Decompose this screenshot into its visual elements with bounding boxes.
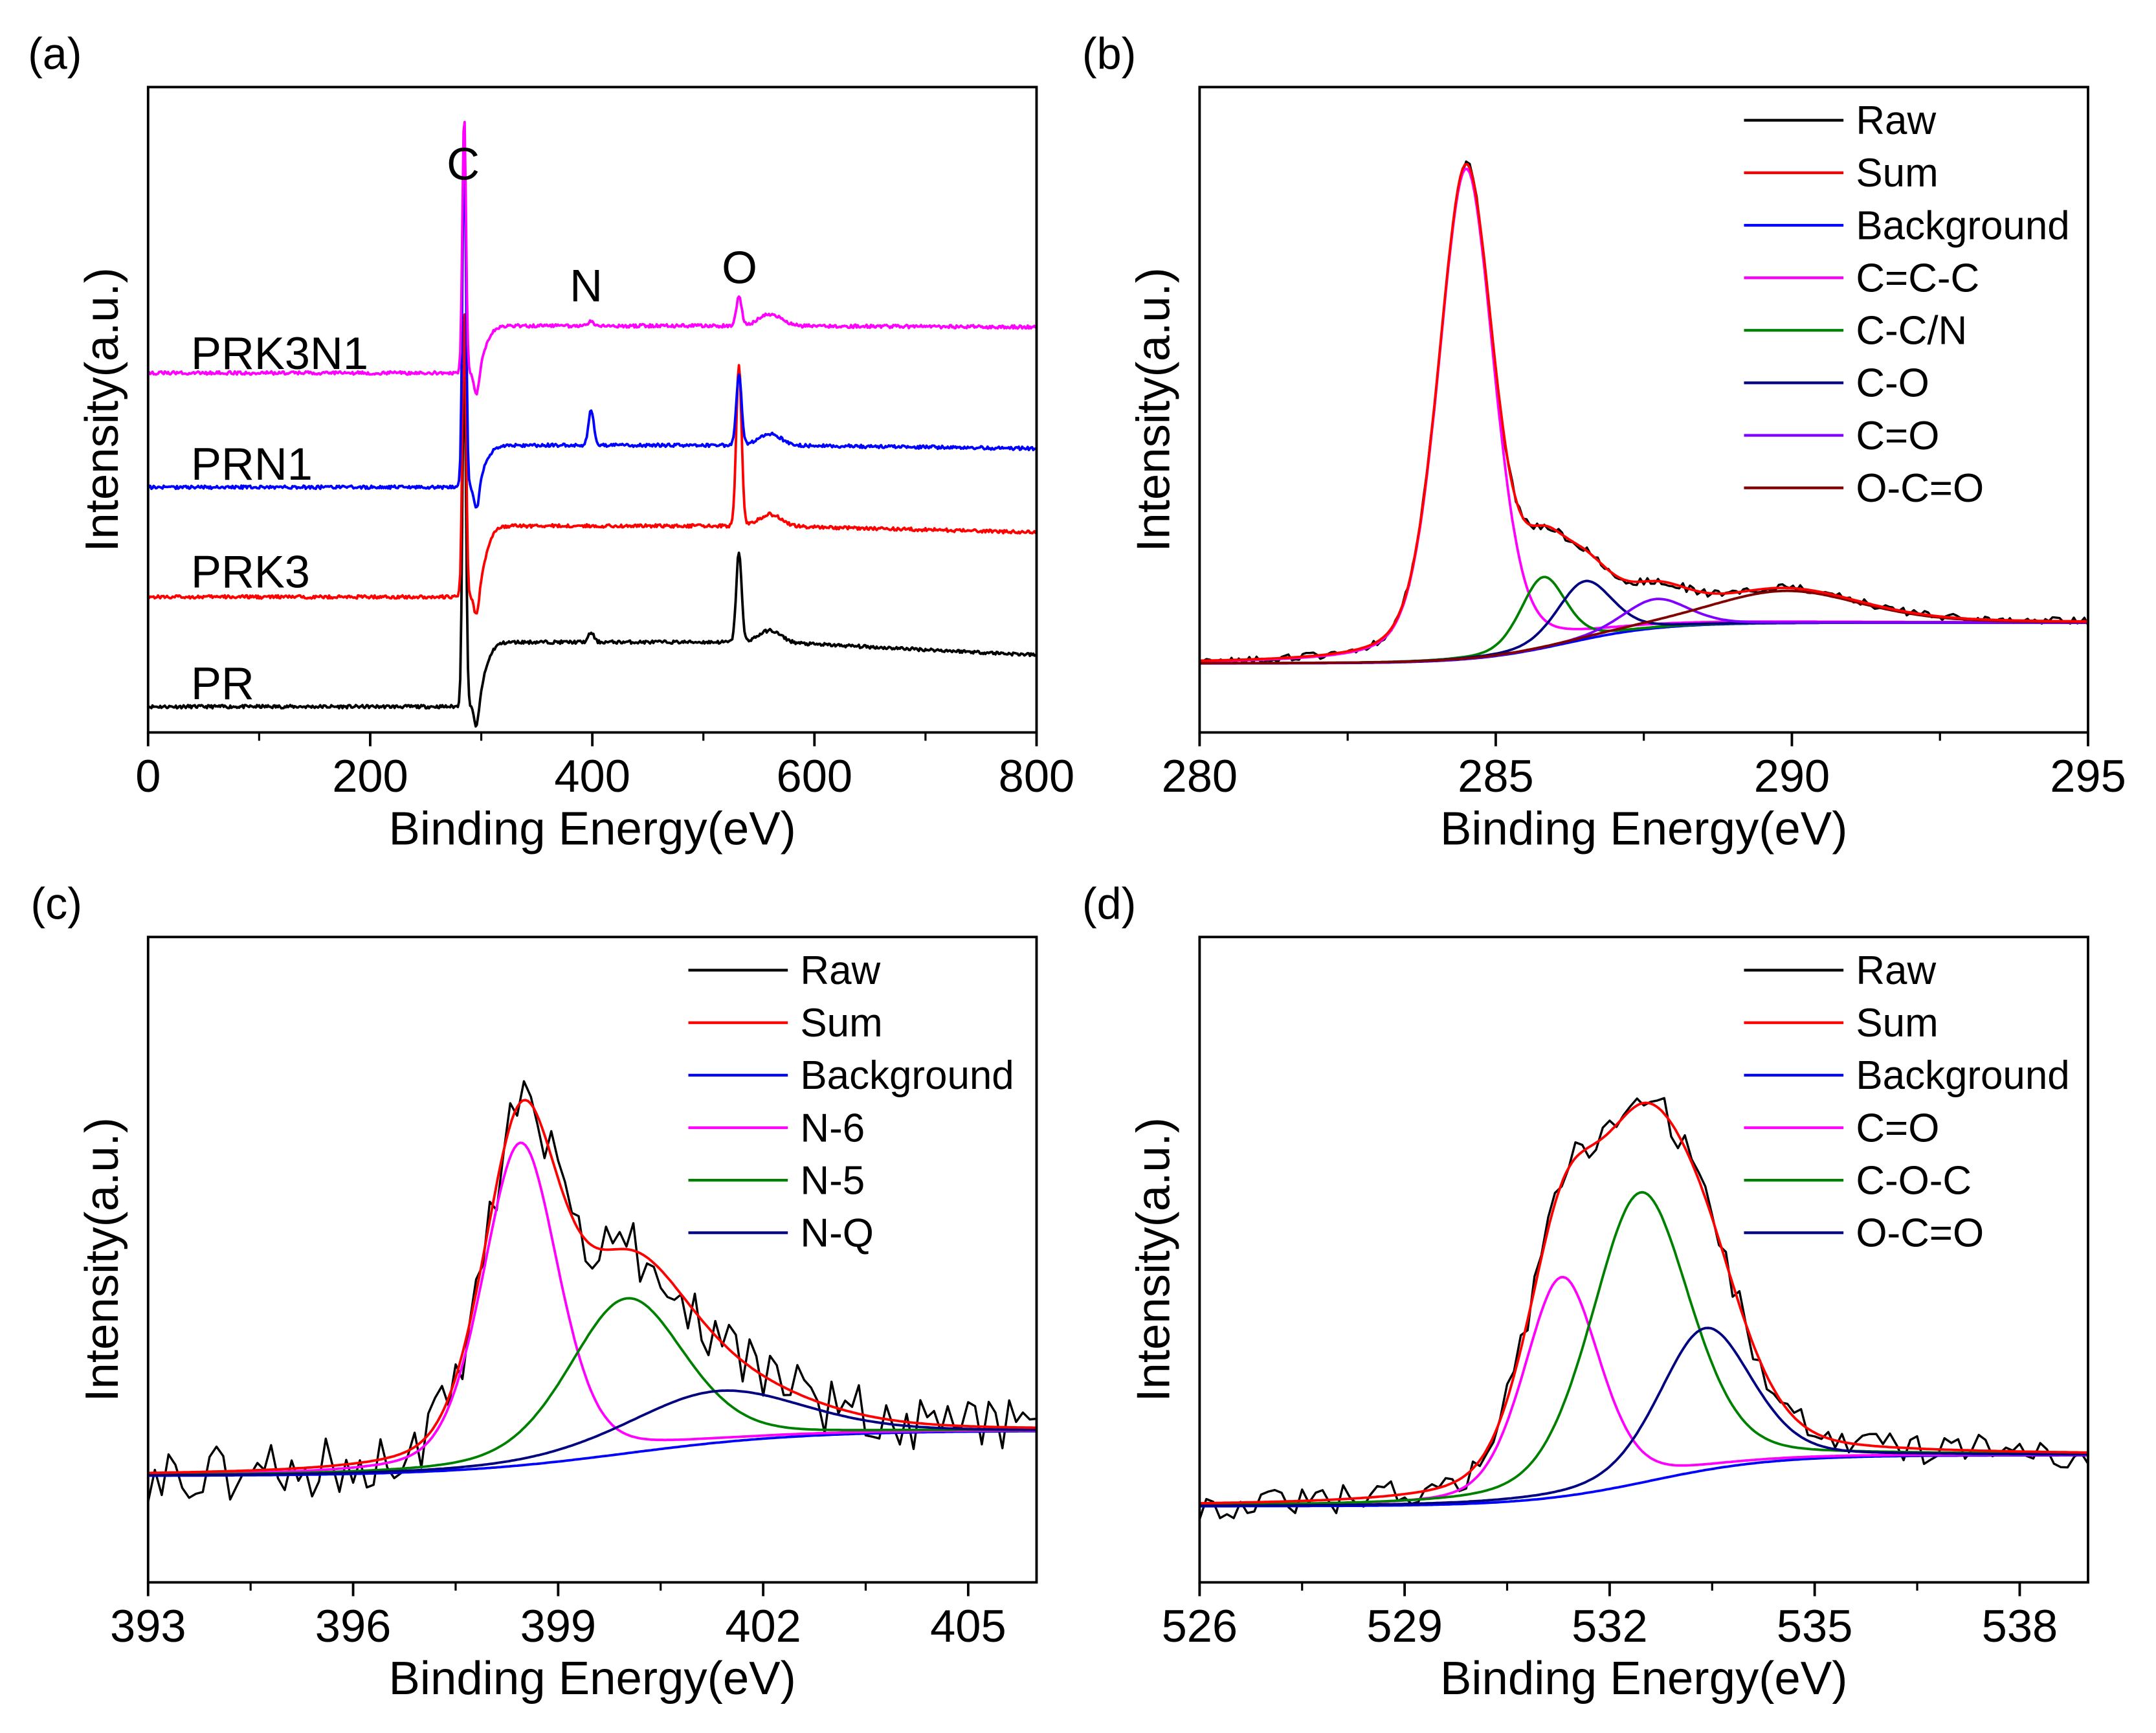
x-axis-label: Binding Energy(eV)	[1440, 802, 1847, 855]
legend-label: C-O-C	[1856, 1158, 1972, 1203]
legend-entry-raw: Raw	[1744, 98, 1936, 143]
series-line-sum	[1199, 1101, 2089, 1504]
panel-c: (c) Raw Sum Background N-6 N-5 N-Q 393 396 399 402…	[30, 880, 1038, 1705]
x-tick-label: 526	[1162, 1600, 1238, 1651]
series-line-prk3	[147, 313, 1038, 615]
legend-entry-o-c-o: O-C=O	[1744, 466, 1984, 511]
series-line-prn1	[146, 142, 1038, 509]
y-axis-label: Intensity(a.u.)	[1127, 267, 1179, 552]
legend-entry-sum: Sum	[1744, 1001, 1939, 1045]
series-label-prn1: PRN1	[191, 438, 313, 489]
legend-entry-o-c-o: O-C=O	[1744, 1211, 1984, 1256]
legend-entry-c-o: C=O	[1744, 1106, 1939, 1150]
series-line-n-5	[148, 1297, 1037, 1476]
legend-label: Raw	[800, 948, 880, 993]
plot-frame	[1198, 85, 2089, 734]
panel-b: (b) Raw Sum Background C=C-C C-C/N C-O C=O O-C=O…	[1082, 30, 2126, 855]
legend-entry-sum: Sum	[688, 1001, 883, 1045]
series-line-sum	[1199, 162, 2089, 662]
series-line-o-c-o	[1199, 1326, 2089, 1507]
series-line-n-q	[148, 1389, 1037, 1477]
legend-label: C=C-C	[1856, 256, 1979, 300]
series-line-n-6	[148, 1141, 1037, 1476]
series-label-pr: PR	[191, 658, 254, 709]
legend-label: C=O	[1856, 1106, 1939, 1150]
legend-entry-n-5: N-5	[688, 1158, 865, 1203]
x-tick-label: 396	[315, 1600, 392, 1651]
panel-label: (d)	[1082, 880, 1136, 929]
x-tick-label: 290	[1754, 750, 1830, 801]
x-tick-label: 532	[1572, 1600, 1648, 1651]
series-line-c-o	[1199, 1275, 2089, 1507]
legend-label: Background	[1856, 1053, 2069, 1098]
legend-entry-c-c-c: C=C-C	[1744, 256, 1979, 300]
legend-entry-sum: Sum	[1744, 151, 1939, 196]
element-label-n: N	[570, 260, 603, 311]
x-tick-label: 399	[520, 1600, 597, 1651]
legend-label: Background	[1856, 203, 2069, 248]
element-label-o: O	[722, 242, 757, 293]
legend-entry-raw: Raw	[1744, 948, 1936, 993]
x-axis-label: Binding Energy(eV)	[1440, 1652, 1847, 1705]
legend-entry-c-o-c: C-O-C	[1744, 1158, 1972, 1203]
x-tick-label: 600	[777, 750, 853, 801]
legend-label: N-6	[800, 1106, 865, 1150]
x-tick-label: 400	[554, 750, 630, 801]
legend-entry-c-o: C-O	[1744, 361, 1929, 406]
x-tick-label: 280	[1162, 750, 1238, 801]
series-line-prk3n1	[147, 120, 1038, 396]
legend-entry-background: Background	[1744, 203, 2070, 248]
series-line-sum	[148, 1099, 1037, 1475]
panel-a: (a) PR PRK3 PRN1 PRK3N1 C N O 0 200 400 600 800 Bindi…	[28, 30, 1074, 855]
x-tick-label: 393	[110, 1600, 186, 1651]
series-label-prk3n1: PRK3N1	[191, 328, 368, 379]
x-tick-label: 402	[725, 1600, 801, 1651]
legend-entry-raw: Raw	[688, 948, 881, 993]
legend-entry-n-q: N-Q	[688, 1211, 874, 1256]
legend-label: Raw	[1856, 98, 1936, 143]
panel-label: (c)	[30, 880, 82, 929]
legend-entry-background: Background	[688, 1053, 1014, 1098]
y-axis-label: Intensity(a.u.)	[76, 267, 128, 552]
legend-label: C-O	[1856, 361, 1929, 406]
plot-frame	[146, 85, 1038, 734]
legend-entry-n-6: N-6	[688, 1106, 865, 1150]
panel-d: (d) Raw Sum Background C=O C-O-C O-C=O 526 529 53…	[1082, 880, 2089, 1705]
legend-label: Sum	[800, 1001, 882, 1045]
x-tick-label: 535	[1777, 1600, 1853, 1651]
legend-entry-background: Background	[1744, 1053, 2070, 1098]
series-label-prk3: PRK3	[191, 546, 310, 597]
legend-label: O-C=O	[1856, 466, 1984, 511]
y-axis-label: Intensity(a.u.)	[76, 1117, 128, 1402]
x-axis-label: Binding Energy(eV)	[388, 1652, 795, 1705]
x-axis-label: Binding Energy(eV)	[388, 802, 795, 855]
legend-label: N-Q	[800, 1211, 873, 1256]
legend-label: O-C=O	[1856, 1211, 1984, 1256]
panel-label: (a)	[28, 30, 82, 79]
legend-entry-c-o: C=O	[1744, 414, 1939, 458]
series-line-pr	[147, 362, 1038, 728]
x-tick-label: 285	[1458, 750, 1534, 801]
legend-label: N-5	[800, 1158, 865, 1203]
legend-label: C=O	[1856, 414, 1939, 458]
panel-label: (b)	[1082, 30, 1136, 79]
x-tick-label: 538	[1982, 1600, 2058, 1651]
x-tick-label: 405	[930, 1600, 1006, 1651]
legend-label: C-C/N	[1856, 309, 1967, 353]
legend-label: Sum	[1856, 1001, 1938, 1045]
legend-label: Sum	[1856, 151, 1938, 196]
legend-label: Background	[800, 1053, 1014, 1098]
x-tick-label: 529	[1366, 1600, 1443, 1651]
plot-frame	[1198, 935, 2089, 1584]
y-axis-label: Intensity(a.u.)	[1127, 1117, 1179, 1402]
x-tick-label: 200	[332, 750, 408, 801]
x-tick-label: 295	[2050, 750, 2126, 801]
legend-entry-c-c-n: C-C/N	[1744, 309, 1967, 353]
x-tick-label: 0	[135, 750, 161, 801]
plot-frame	[146, 935, 1038, 1584]
legend-label: Raw	[1856, 948, 1936, 993]
x-tick-label: 800	[999, 750, 1075, 801]
element-label-c: C	[447, 139, 480, 190]
